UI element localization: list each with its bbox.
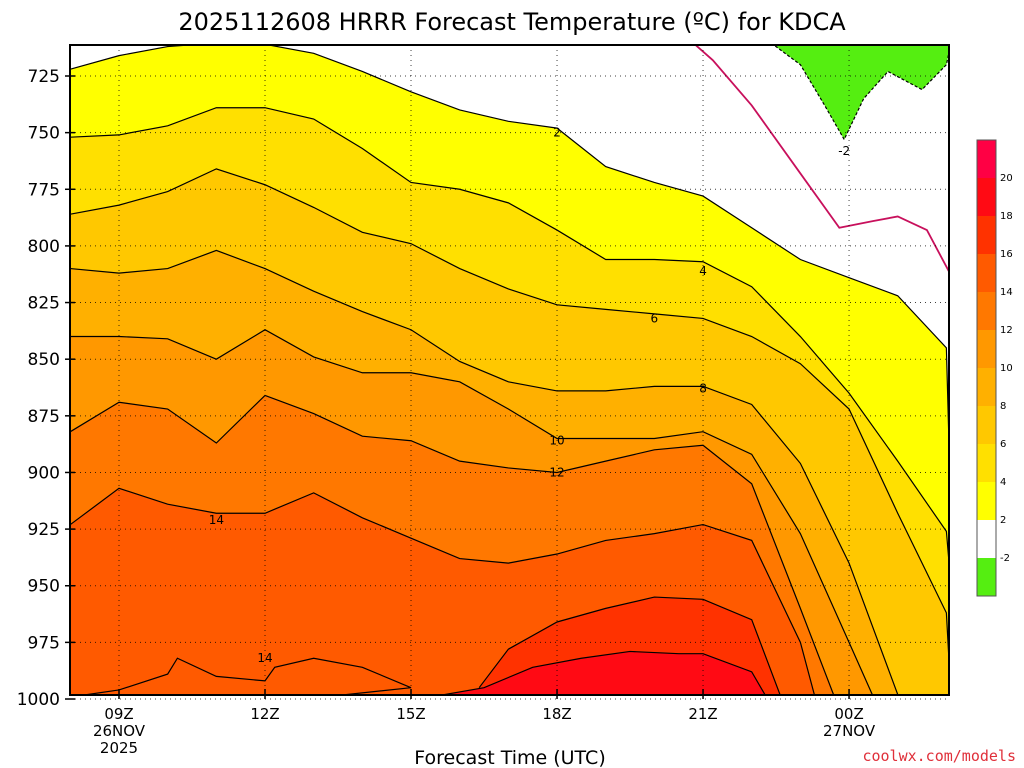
contour-label: -2	[838, 144, 850, 158]
y-tick-label: 775	[28, 180, 60, 200]
colorbar-swatch	[977, 558, 996, 596]
x-tick-label: 15Z	[396, 705, 425, 723]
y-tick-label: 975	[28, 633, 60, 653]
colorbar-swatch	[977, 140, 996, 178]
colorbar-label: 6	[1000, 439, 1006, 450]
x-tick-label: 21Z	[688, 705, 717, 723]
chart-title: 2025112608 HRRR Forecast Temperature (ºC…	[178, 8, 846, 36]
x-tick-label: 2025	[100, 739, 138, 757]
colorbar-label: 8	[1000, 401, 1006, 412]
colorbar-swatch	[977, 292, 996, 330]
contour-label: 8	[699, 382, 707, 396]
y-tick-label: 800	[28, 237, 60, 257]
colorbar-label: 4	[1000, 477, 1006, 488]
colorbar-label: 10	[1000, 363, 1013, 374]
colorbar-label: 12	[1000, 325, 1013, 336]
y-tick-label: 825	[28, 294, 60, 314]
contour-label: 10	[549, 434, 564, 448]
credit-text[interactable]: coolwx.com/models	[862, 747, 1016, 765]
colorbar-label: 14	[1000, 287, 1013, 298]
x-tick-label: 27NOV	[823, 722, 876, 740]
temperature-chart: 2025112608 HRRR Forecast Temperature (ºC…	[0, 0, 1024, 768]
colorbar-label: 16	[1000, 249, 1013, 260]
y-tick-label: 850	[28, 350, 60, 370]
y-tick-label: 725	[28, 67, 60, 87]
y-tick-label: 900	[28, 463, 60, 483]
x-tick-label: 12Z	[250, 705, 279, 723]
colorbar: -2 2 4 6 8 10 12 14 16 18 20	[977, 140, 1013, 596]
terrain	[70, 695, 949, 721]
colorbar-label: 20	[1000, 173, 1013, 184]
contour-label: 4	[699, 264, 707, 278]
colorbar-swatch	[977, 520, 996, 558]
x-axis-label: Forecast Time (UTC)	[414, 747, 605, 768]
y-tick-label: 875	[28, 407, 60, 427]
contour-label: 14	[257, 651, 272, 665]
x-tick-label: 26NOV	[93, 722, 146, 740]
colorbar-swatch	[977, 254, 996, 292]
contour-label: 6	[651, 311, 659, 325]
colorbar-swatch	[977, 482, 996, 520]
y-tick-label: 925	[28, 520, 60, 540]
colorbar-swatch	[977, 406, 996, 444]
colorbar-label: -2	[1000, 553, 1010, 564]
plot-area	[68, 43, 951, 721]
x-tick-label: 09Z	[104, 705, 133, 723]
contour-label: 12	[549, 465, 564, 479]
colorbar-swatch	[977, 330, 996, 368]
colorbar-swatch	[977, 368, 996, 406]
colorbar-label: 2	[1000, 515, 1006, 526]
colorbar-swatch	[977, 444, 996, 482]
y-tick-label: 750	[28, 124, 60, 144]
colorbar-swatch	[977, 216, 996, 254]
contour-label: 14	[209, 513, 224, 527]
y-axis: 725 750 775 800 825 850 875 900 925 950 975 1000	[17, 67, 75, 710]
colorbar-swatch	[977, 178, 996, 216]
x-tick-label: 18Z	[542, 705, 571, 723]
x-tick-label: 00Z	[834, 705, 863, 723]
y-tick-label: 1000	[17, 690, 60, 710]
y-tick-label: 950	[28, 577, 60, 597]
colorbar-label: 18	[1000, 211, 1013, 222]
contour-label: 2	[553, 126, 561, 140]
